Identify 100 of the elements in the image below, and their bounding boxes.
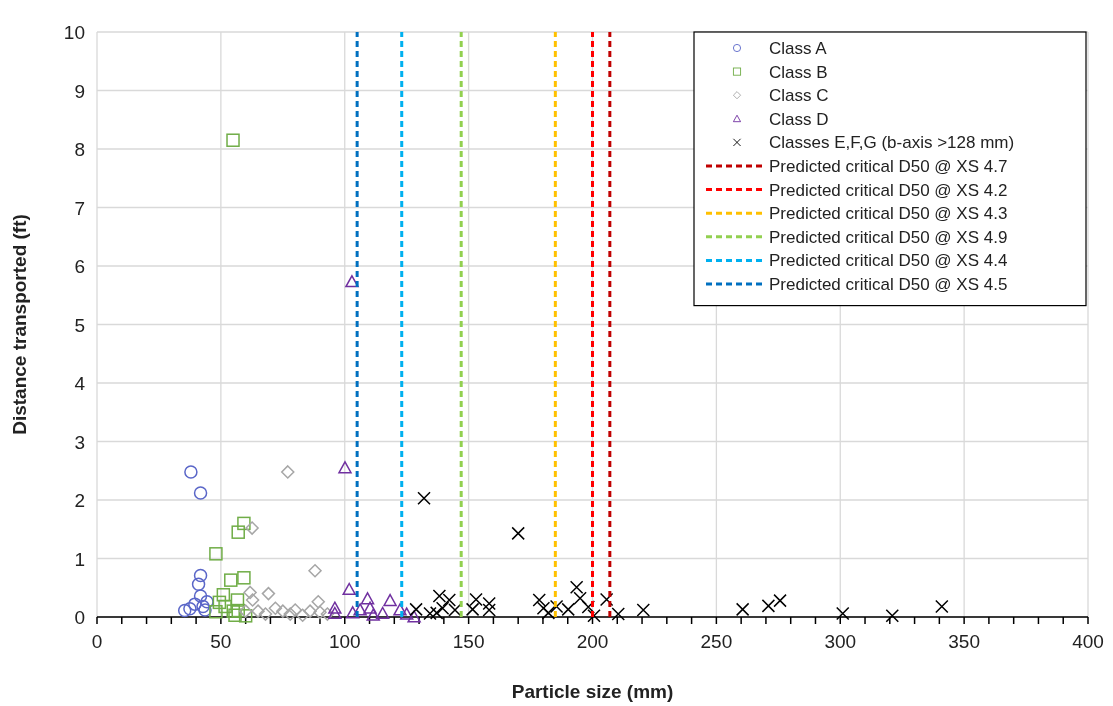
point [511, 526, 525, 541]
point [243, 585, 257, 600]
point [177, 603, 192, 618]
point [193, 568, 208, 583]
legend-label: Classes E,F,G (b-axis >128 mm) [769, 133, 1015, 153]
point [611, 607, 626, 621]
point [303, 604, 317, 618]
point [261, 586, 276, 601]
point [224, 573, 238, 587]
y-tick-label: 3 [74, 431, 85, 453]
point [313, 605, 327, 620]
point [276, 604, 290, 618]
y-axis-title: Distance transported (ft) [9, 214, 30, 435]
point [342, 582, 356, 596]
x-tick-label: 300 [824, 631, 857, 652]
point [409, 602, 423, 617]
point [200, 595, 214, 609]
point [375, 606, 390, 620]
y-tick-label: 9 [74, 80, 85, 102]
point [328, 601, 342, 614]
point [295, 608, 310, 622]
point [188, 597, 202, 611]
point [328, 606, 342, 620]
x-tick-label: 0 [91, 631, 103, 652]
point [184, 465, 198, 479]
point [268, 601, 283, 615]
y-tick-label: 2 [74, 490, 85, 511]
point [773, 593, 787, 608]
x-tick-label: 50 [210, 631, 232, 652]
point [209, 604, 223, 619]
point [399, 607, 414, 620]
point [230, 593, 245, 607]
y-tick-label: 4 [74, 373, 86, 394]
x-tick-label: 350 [948, 631, 980, 652]
y-tick-label: 1 [74, 548, 85, 570]
point [581, 600, 596, 614]
point [209, 547, 223, 561]
point [599, 592, 614, 607]
x-tick-label: 250 [700, 631, 733, 652]
point [183, 602, 197, 616]
point [311, 595, 325, 609]
y-tick-label: 7 [74, 197, 85, 219]
point [228, 608, 242, 622]
legend-label: Predicted critical D50 @ XS 4.9 [769, 227, 1008, 247]
y-tick-label: 5 [74, 314, 85, 336]
point [231, 525, 245, 539]
point [281, 465, 295, 479]
point [569, 580, 584, 594]
point [885, 609, 900, 623]
point [216, 588, 231, 602]
point [407, 610, 421, 623]
point [245, 593, 260, 607]
point [482, 596, 496, 611]
point [226, 133, 240, 147]
point [353, 603, 367, 616]
point [469, 592, 483, 607]
point [636, 603, 651, 617]
point [288, 603, 302, 617]
point [383, 593, 397, 607]
y-tick-label: 8 [74, 139, 85, 160]
point [532, 593, 546, 607]
point [345, 606, 360, 619]
point [251, 604, 265, 618]
point [218, 599, 232, 614]
point [191, 577, 206, 591]
legend-label: Predicted critical D50 @ XS 4.4 [769, 251, 1008, 271]
point [320, 607, 335, 621]
legend-label: Predicted critical D50 @ XS 4.2 [769, 180, 1008, 200]
x-tick-label: 400 [1072, 631, 1104, 652]
legend-label: Predicted critical D50 @ XS 4.7 [769, 157, 1008, 176]
point [761, 599, 776, 613]
point [835, 606, 850, 621]
point [735, 602, 750, 617]
point [442, 593, 457, 607]
point [237, 571, 251, 585]
point [432, 589, 447, 603]
point [423, 606, 437, 621]
legend-label: Class A [769, 39, 828, 58]
y-tick-label: 10 [63, 22, 85, 43]
legend-label: Class D [769, 109, 829, 129]
x-axis-title: Particle size (mm) [511, 681, 674, 702]
y-tick-label: 0 [74, 607, 85, 628]
point [193, 589, 208, 603]
point [237, 516, 251, 531]
point [366, 608, 380, 621]
y-tick-label: 6 [74, 256, 85, 277]
legend-label: Class B [769, 62, 828, 82]
point [417, 491, 431, 505]
point [573, 591, 587, 606]
point [338, 461, 352, 474]
point [360, 592, 375, 605]
point [193, 486, 208, 500]
point [238, 604, 253, 618]
x-tick-label: 100 [328, 631, 361, 652]
legend-label: Predicted critical D50 @ XS 4.3 [769, 204, 1008, 224]
point [541, 606, 556, 620]
point [258, 607, 273, 621]
point [393, 603, 407, 616]
point [363, 601, 377, 614]
point [196, 599, 210, 614]
